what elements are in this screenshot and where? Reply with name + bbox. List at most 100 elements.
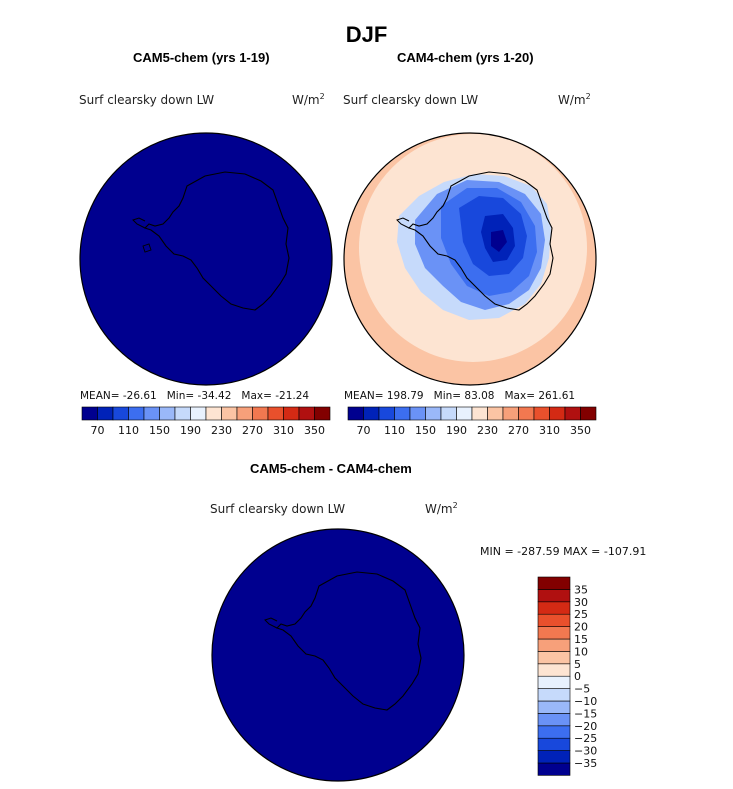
cam4-colorbar-tick-label: 310 [539,424,560,437]
cam5-colorbar-swatch [190,406,207,421]
cam5-stats: MEAN= -26.61 Min= -34.42 Max= -21.24 [80,390,310,402]
diff-colorbar-swatch [537,762,571,776]
diff-colorbar-swatch [537,626,571,640]
cam5-colorbar-swatch [174,406,191,421]
cam5-colorbar-swatches [81,406,331,421]
diff-colorbar-tick-label: 35 [574,583,588,596]
cam5-colorbar-swatch [283,406,300,421]
diff-map-disc [211,528,465,782]
diff-colorbar-swatch [537,750,571,764]
cam5-colorbar-tick-label: 70 [91,424,105,437]
cam5-colorbar-swatch [298,406,315,421]
cam5-units: W/m2 [292,92,325,107]
diff-heading: CAM5-chem - CAM4-chem [250,461,412,476]
diff-colorbar-tick-label: 5 [574,658,581,671]
diff-colorbar-tick-label: 30 [574,596,588,609]
cam5-island [142,243,152,253]
diff-colorbar-swatch [537,576,571,590]
cam4-colorbar-swatch [440,406,457,421]
cam4-variable-label: Surf clearsky down LW [343,93,479,107]
cam5-map [79,132,333,386]
cam5-colorbar-swatch [143,406,160,421]
cam5-colorbar: 70 110 150 190 230 270 310 350 [81,406,331,437]
diff-colorbar-swatch [537,589,571,603]
cam4-antarctica-coastline [407,171,554,311]
cam4-colorbar-tick-label: 70 [357,424,371,437]
diff-colorbar-swatch [537,601,571,615]
cam5-peninsula [132,217,146,229]
cam5-colorbar-swatch [97,406,114,421]
diff-colorbar-tick-label: 20 [574,621,588,634]
cam4-colorbar-tick-label: 350 [570,424,591,437]
cam5-colorbar-swatch [236,406,253,421]
cam5-antarctica-coastline [143,171,290,311]
cam4-colorbar-swatch [580,406,597,421]
diff-colorbar-tick-label: 0 [574,670,581,683]
diff-colorbar-swatch [537,688,571,702]
diff-colorbar-swatch [537,638,571,652]
diff-colorbar-swatch [537,737,571,751]
diff-colorbar-tick-label: −20 [574,720,597,733]
cam4-colorbar-tick-label: 110 [384,424,405,437]
cam5-variable-label: Surf clearsky down LW [79,93,215,107]
cam5-colorbar-swatch [314,406,331,421]
diff-colorbar-swatch [537,613,571,627]
cam4-units: W/m2 [558,92,591,107]
cam4-colorbar-swatch [549,406,566,421]
diff-colorbar-tick-label: 25 [574,608,588,621]
cam4-colorbar-swatch [487,406,504,421]
cam5-colorbar-swatch [159,406,176,421]
cam4-stats: MEAN= 198.79 Min= 83.08 Max= 261.61 [344,390,576,402]
cam4-colorbar-swatch [502,406,519,421]
cam4-band-min [491,230,507,252]
cam4-colorbar-swatch [378,406,395,421]
diff-colorbar-swatch [537,700,571,714]
cam5-colorbar-tick-label: 110 [118,424,139,437]
diff-map [211,528,465,782]
cam4-colorbar-swatches [347,406,597,421]
cam4-colorbar-swatch [363,406,380,421]
diff-colorbar-tick-label: 10 [574,645,588,658]
diff-colorbar-swatch [537,675,571,689]
diff-colorbar-tick-label: −5 [574,683,590,696]
diff-colorbar-tick-label: −25 [574,732,597,745]
cam4-colorbar-swatch [347,406,364,421]
cam4-colorbar: 70 110 150 190 230 270 310 350 [347,406,597,437]
cam4-colorbar-swatch [564,406,581,421]
diff-colorbar-tick-label: 15 [574,633,588,646]
cam5-colorbar-tick-label: 310 [273,424,294,437]
diff-colorbar-tick-label: −10 [574,695,597,708]
diff-colorbar-swatch [537,663,571,677]
cam4-colorbar-swatch [518,406,535,421]
cam4-map [343,132,597,386]
cam5-colorbar-tick-label: 190 [180,424,201,437]
cam4-colorbar-swatch [471,406,488,421]
cam5-colorbar-swatch [252,406,269,421]
cam4-colorbar-tick-label: 270 [508,424,529,437]
diff-colorbar-swatch [537,713,571,727]
cam5-colorbar-swatch [221,406,238,421]
diff-colorbar-swatch [537,651,571,665]
cam4-colorbar-swatch [533,406,550,421]
diff-colorbar-tick-label: −30 [574,745,597,758]
diff-colorbar-swatches [537,576,571,776]
diff-units: W/m2 [425,501,458,516]
cam5-colorbar-swatch [267,406,284,421]
cam4-map-border [343,132,597,386]
cam5-map-disc [79,132,333,386]
cam5-colorbar-tick-label: 270 [242,424,263,437]
cam4-colorbar-labels: 70 110 150 190 230 270 310 350 [357,424,592,437]
cam5-colorbar-swatch [81,406,98,421]
diff-colorbar-swatch [537,725,571,739]
cam5-colorbar-swatch [128,406,145,421]
diff-colorbar-tick-label: −35 [574,757,597,770]
cam4-colorbar-swatch [456,406,473,421]
diff-antarctica-coastline [275,571,422,711]
diff-minmax: MIN = -287.59 MAX = -107.91 [480,545,647,558]
cam4-heading: CAM4-chem (yrs 1-20) [397,50,534,65]
cam4-colorbar-swatch [394,406,411,421]
diff-peninsula [264,617,278,629]
cam4-colorbar-swatch [425,406,442,421]
cam4-colorbar-tick-label: 150 [415,424,436,437]
